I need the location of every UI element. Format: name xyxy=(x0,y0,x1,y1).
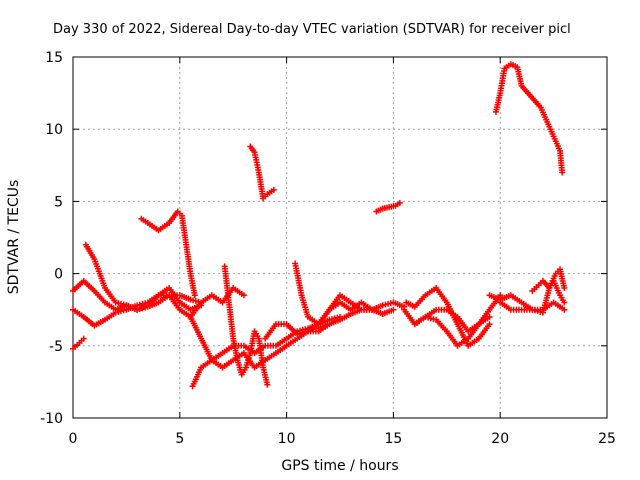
y-tick-label: -10 xyxy=(40,411,63,427)
data-point xyxy=(191,292,198,299)
data-points xyxy=(70,61,568,390)
grid xyxy=(73,57,607,418)
data-point xyxy=(561,285,568,292)
x-tick-label: 0 xyxy=(69,431,78,447)
plot-frame xyxy=(72,56,608,419)
series-track-16 xyxy=(411,306,493,335)
data-point xyxy=(390,306,397,313)
series-track-20 xyxy=(529,277,568,306)
data-point xyxy=(80,335,87,342)
y-tick-label: 5 xyxy=(54,194,63,210)
series-track-13 xyxy=(373,199,403,215)
x-tick-label: 10 xyxy=(278,431,296,447)
series-track-4 xyxy=(70,335,87,352)
series-track-3 xyxy=(82,241,247,313)
series-track-17 xyxy=(492,61,566,176)
data-point xyxy=(486,321,493,328)
x-axis-label: GPS time / hours xyxy=(281,458,398,474)
axis-ticks: 0 5 10 15 20 25 -10 -5 0 5 10 15 xyxy=(40,50,616,447)
y-tick-label: 15 xyxy=(45,50,63,66)
data-point xyxy=(561,306,568,313)
data-point xyxy=(264,381,271,388)
data-point xyxy=(561,299,568,306)
y-tick-label: 10 xyxy=(45,122,63,138)
series-track-12 xyxy=(315,306,397,332)
x-tick-label: 5 xyxy=(175,431,184,447)
data-point xyxy=(486,313,493,320)
series-track-15 xyxy=(403,285,493,349)
series-track-10 xyxy=(292,260,408,328)
x-tick-label: 25 xyxy=(598,431,616,447)
series-track-9 xyxy=(247,143,277,202)
data-point xyxy=(270,186,277,193)
series-track-5 xyxy=(138,208,198,299)
data-point xyxy=(559,169,566,176)
y-tick-label: -5 xyxy=(49,339,63,355)
data-point xyxy=(240,292,247,299)
x-tick-label: 20 xyxy=(491,431,509,447)
y-axis-label: SDTVAR / TECUs xyxy=(6,180,22,295)
chart-title: Day 330 of 2022, Sidereal Day-to-day VTE… xyxy=(53,22,571,37)
series-track-8 xyxy=(221,263,271,388)
y-tick-label: 0 xyxy=(54,267,63,283)
x-tick-label: 15 xyxy=(384,431,402,447)
data-point xyxy=(396,199,403,206)
